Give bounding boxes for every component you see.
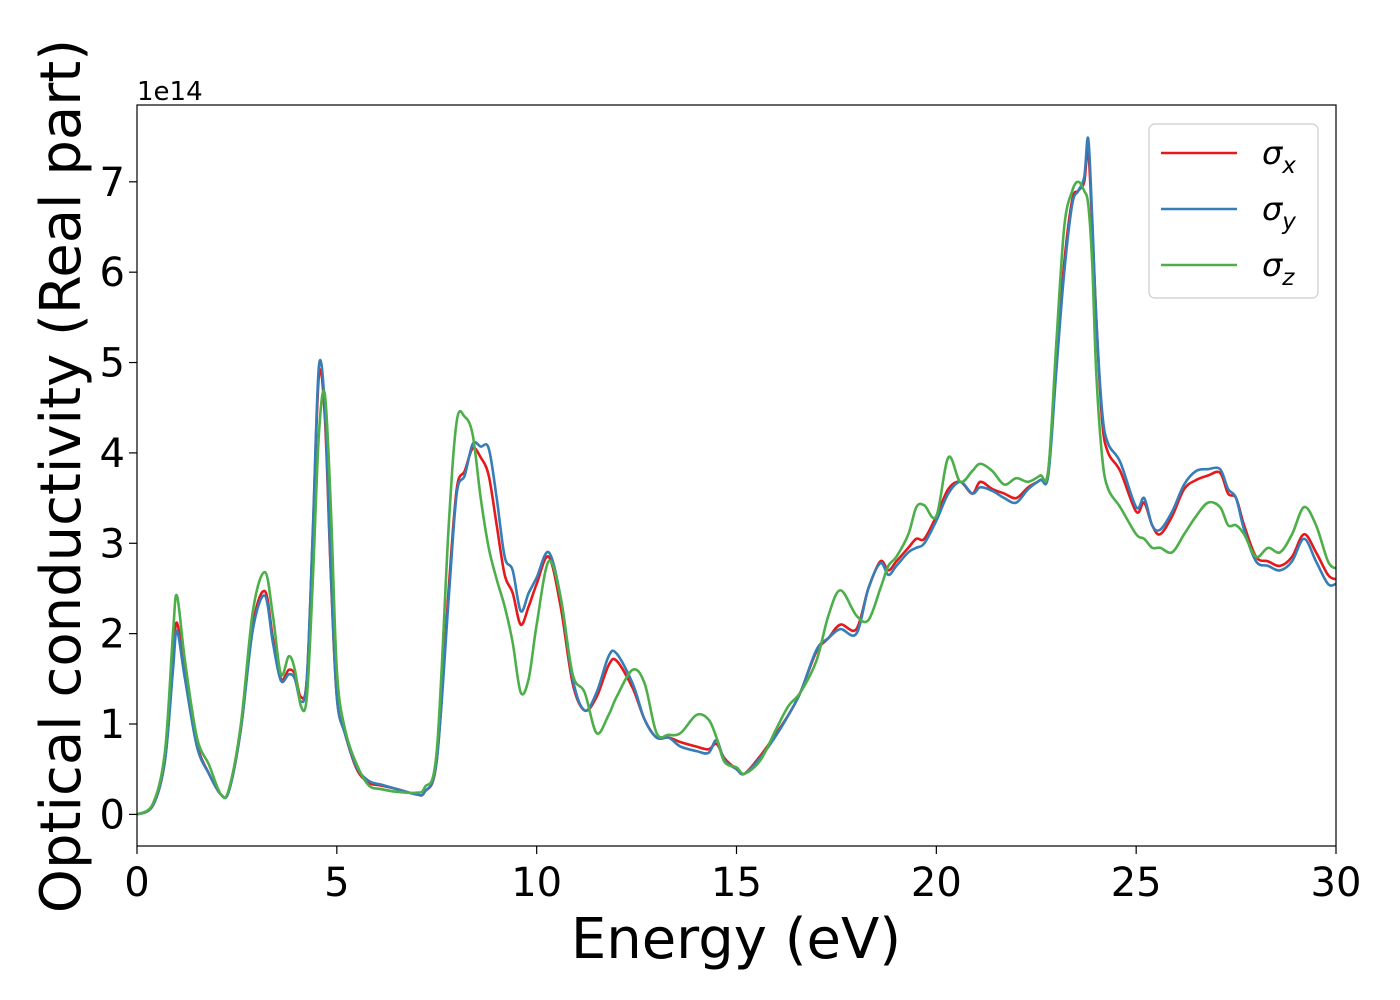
legend-label-x: σx: [1262, 134, 1296, 179]
x-axis: 0 5 10 15 20 25 30: [124, 846, 1361, 906]
y-tick-label: 5: [100, 341, 125, 387]
y-scale-offset-label: 1e14: [137, 77, 203, 107]
x-tick-label: 0: [124, 860, 149, 906]
legend-items: σx σy σz: [1161, 134, 1296, 291]
series-line-z: [137, 180, 1336, 816]
y-tick-label: 3: [100, 521, 125, 567]
legend-label-z: σz: [1262, 246, 1295, 291]
x-tick-label: 15: [711, 860, 762, 906]
x-tick-label: 25: [1111, 860, 1162, 906]
y-axis-label: Optical conductivity (Real part): [29, 39, 94, 913]
x-tick-label: 30: [1311, 860, 1362, 906]
y-tick-label: 4: [100, 431, 125, 477]
y-tick-label: 6: [100, 250, 125, 296]
legend: σx σy σz: [1148, 123, 1319, 299]
y-axis: 0 1 2 3 4 5 6 7: [100, 160, 137, 838]
legend-label-y: σy: [1262, 190, 1296, 235]
series-layer: [137, 136, 1336, 816]
series-line-y: [137, 136, 1336, 816]
x-tick-label: 5: [324, 860, 349, 906]
y-tick-label: 0: [100, 792, 125, 838]
y-tick-label: 7: [100, 160, 125, 206]
y-tick-label: 1: [100, 702, 125, 748]
legend-box: [1148, 123, 1319, 299]
y-tick-label: 2: [100, 612, 125, 658]
x-tick-label: 10: [511, 860, 562, 906]
x-tick-label: 20: [911, 860, 962, 906]
x-axis-label: Energy (eV): [571, 907, 901, 972]
